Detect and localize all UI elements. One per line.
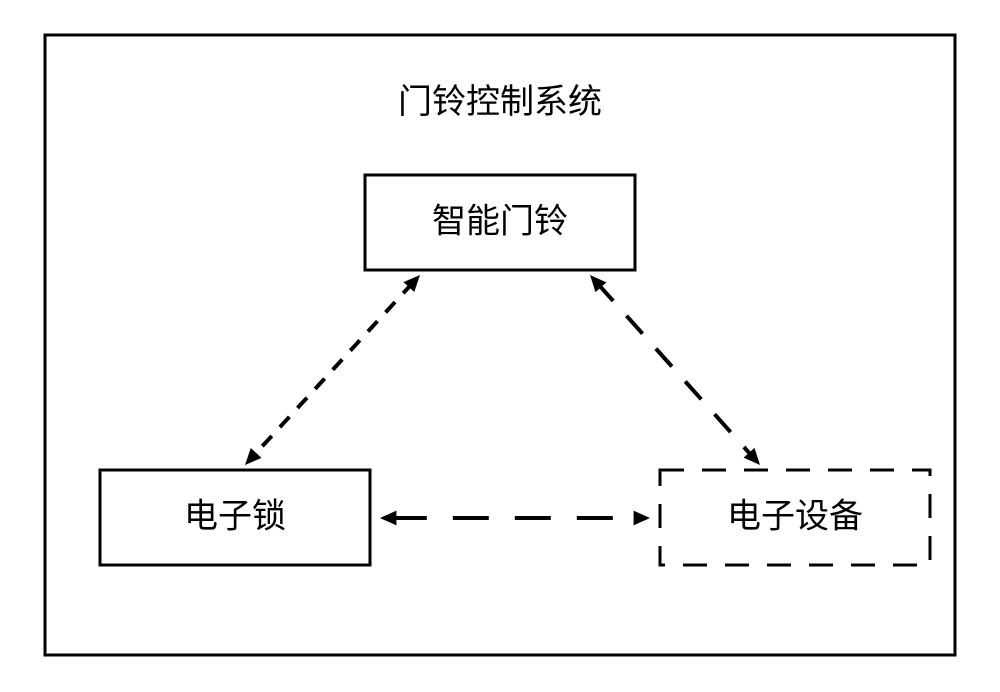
node-device-label: 电子设备	[727, 497, 863, 535]
node-device: 电子设备	[660, 470, 930, 565]
node-lock: 电子锁	[100, 470, 370, 565]
diagram-canvas: 门铃控制系统 智能门铃 电子锁 电子设备	[0, 0, 1000, 692]
node-doorbell: 智能门铃	[365, 175, 635, 270]
node-lock-label: 电子锁	[184, 497, 286, 535]
diagram-title: 门铃控制系统	[398, 83, 602, 121]
node-doorbell-label: 智能门铃	[432, 202, 568, 240]
